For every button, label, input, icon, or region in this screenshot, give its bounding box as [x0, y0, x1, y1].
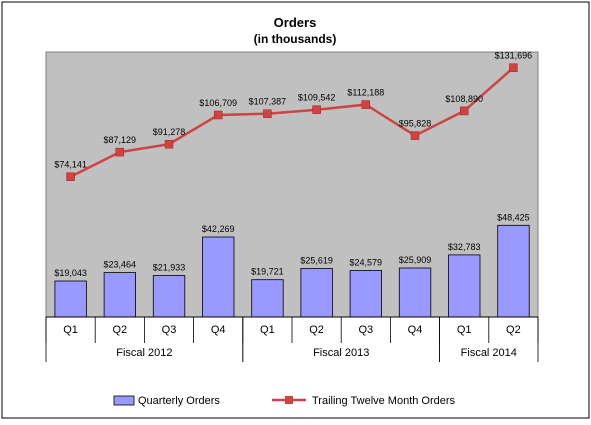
- x-tick-label: Q1: [457, 324, 472, 336]
- category-axis: Fiscal 2012 Fiscal 2013 Fiscal 2014 Q1 Q2 Q3 Q…: [45, 316, 539, 362]
- line-marker: [459, 106, 469, 116]
- bar-data-label: $19,043: [54, 268, 87, 278]
- bar-quarterly-orders: [54, 280, 87, 318]
- group-label: Fiscal 2012: [116, 347, 172, 359]
- line-marker: [213, 110, 223, 120]
- legend: Quarterly Orders Trailing Twelve Month Or…: [113, 395, 456, 407]
- bar-data-label: $25,619: [300, 256, 333, 266]
- x-tick-label: Q3: [358, 324, 373, 336]
- line-marker: [361, 100, 371, 109]
- line-marker: [263, 109, 272, 118]
- line-marker: [410, 131, 420, 140]
- line-marker: [66, 172, 75, 181]
- line-data-label: $112,188: [347, 88, 384, 98]
- line-data-label: $109,542: [298, 93, 336, 103]
- bar-data-label: $23,464: [104, 260, 137, 270]
- group-label: Fiscal 2013: [313, 347, 369, 359]
- x-tick-label: Q4: [211, 324, 226, 336]
- bar-quarterly-orders: [103, 272, 136, 318]
- line-data-label: $131,696: [495, 51, 533, 61]
- x-tick-label: Q2: [309, 324, 324, 336]
- bar-quarterly-orders: [202, 236, 235, 318]
- line-data-label: $108,890: [445, 94, 483, 104]
- bar-quarterly-orders: [349, 270, 383, 318]
- line-data-label: $87,129: [104, 135, 137, 145]
- bar-data-label: $32,783: [448, 242, 481, 252]
- bar-data-label: $19,721: [251, 267, 284, 277]
- x-tick-label: Q2: [506, 324, 521, 336]
- bar-data-label: $42,269: [202, 224, 235, 234]
- line-series: [66, 63, 518, 181]
- line-data-label: $91,278: [153, 127, 186, 137]
- bar-quarterly-orders: [497, 224, 530, 318]
- legend-label: Quarterly Orders: [138, 395, 220, 407]
- group-label: Fiscal 2014: [461, 347, 517, 359]
- bar-quarterly-orders: [152, 275, 186, 318]
- bar-data-label: $21,933: [153, 263, 186, 273]
- bar-quarterly-orders: [300, 268, 333, 318]
- legend-swatch-marker: [285, 396, 293, 404]
- bar-quarterly-orders: [398, 267, 432, 318]
- line-marker: [164, 139, 174, 149]
- legend-swatch-bar: [113, 395, 135, 406]
- line-data-label: $107,387: [249, 97, 287, 107]
- chart-subtitle: (in thousands): [254, 32, 337, 46]
- line-trailing-twelve-month: [70, 66, 515, 178]
- line-marker: [312, 105, 321, 114]
- bar-quarterly-orders: [448, 254, 481, 318]
- line-data-label: $95,828: [399, 119, 432, 129]
- legend-label: Trailing Twelve Month Orders: [312, 395, 456, 407]
- bar-data-label: $25,909: [399, 255, 432, 265]
- line-data-label: $74,141: [54, 160, 87, 170]
- chart-title: Orders: [274, 15, 317, 30]
- line-marker: [115, 147, 125, 157]
- x-tick-label: Q1: [63, 324, 78, 336]
- bar-quarterly-orders: [251, 279, 284, 318]
- line-marker: [509, 63, 518, 72]
- data-labels: $19,043 $23,464 $21,933 $42,269 $19,721 $25,6…: [54, 51, 532, 278]
- x-tick-label: Q3: [162, 324, 177, 336]
- bar-data-label: $48,425: [497, 212, 530, 222]
- bar-data-label: $24,579: [350, 258, 383, 268]
- x-tick-label: Q2: [112, 324, 127, 336]
- x-tick-label: Q1: [260, 324, 275, 336]
- x-tick-label: Q4: [408, 324, 423, 336]
- line-data-label: $106,709: [199, 98, 237, 108]
- bar-series: [54, 224, 530, 318]
